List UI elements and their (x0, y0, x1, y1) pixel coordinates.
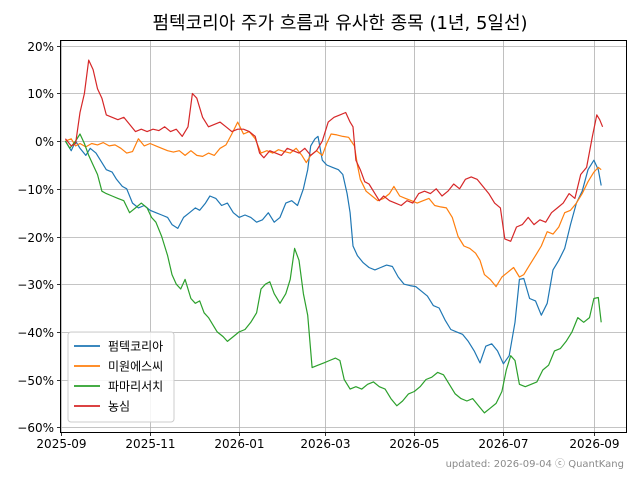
x-tick-label: 2026-07 (478, 437, 528, 451)
footer-credit: updated: 2026-09-04 ⓒ QuantKang (446, 458, 624, 470)
x-tick-label: 2026-01 (214, 437, 264, 451)
series-lines (64, 59, 604, 414)
legend-label-2: 미원에스씨 (108, 360, 163, 374)
chart-title: 펌텍코리아 주가 흐름과 유사한 종목 (1년, 5일선) (152, 13, 527, 34)
plot-frame (60, 40, 627, 433)
x-tick-label: 2026-05 (389, 437, 439, 451)
series-line-4 (64, 59, 604, 242)
x-tick-label: 2025-09 (36, 437, 86, 451)
y-tick-label: 0% (35, 135, 54, 149)
series-line-3 (64, 133, 602, 414)
series-line-1 (64, 135, 602, 365)
series-line-2 (65, 121, 602, 288)
legend-label-1: 펌텍코리아 (108, 340, 163, 354)
y-tick-label: 20% (27, 40, 54, 54)
x-tick-label: 2025-11 (125, 437, 175, 451)
legend-label-4: 농심 (108, 400, 130, 414)
y-tick-label: −20% (17, 231, 54, 245)
y-tick-label: 10% (27, 87, 54, 101)
legend-label-3: 파마리서치 (108, 380, 163, 394)
axes: 20% 10% 0% −10% −20% −30% −40% −50% −60% 2025-09 2… (17, 40, 619, 451)
y-tick-label: −50% (17, 374, 54, 388)
legend-box (67, 331, 175, 423)
y-tick-label: −30% (17, 278, 54, 292)
x-tick-label: 2026-03 (300, 437, 350, 451)
x-tick-label: 2026-09 (569, 437, 619, 451)
y-tick-label: −10% (17, 183, 54, 197)
y-tick-label: −60% (17, 421, 54, 435)
y-tick-label: −40% (17, 326, 54, 340)
